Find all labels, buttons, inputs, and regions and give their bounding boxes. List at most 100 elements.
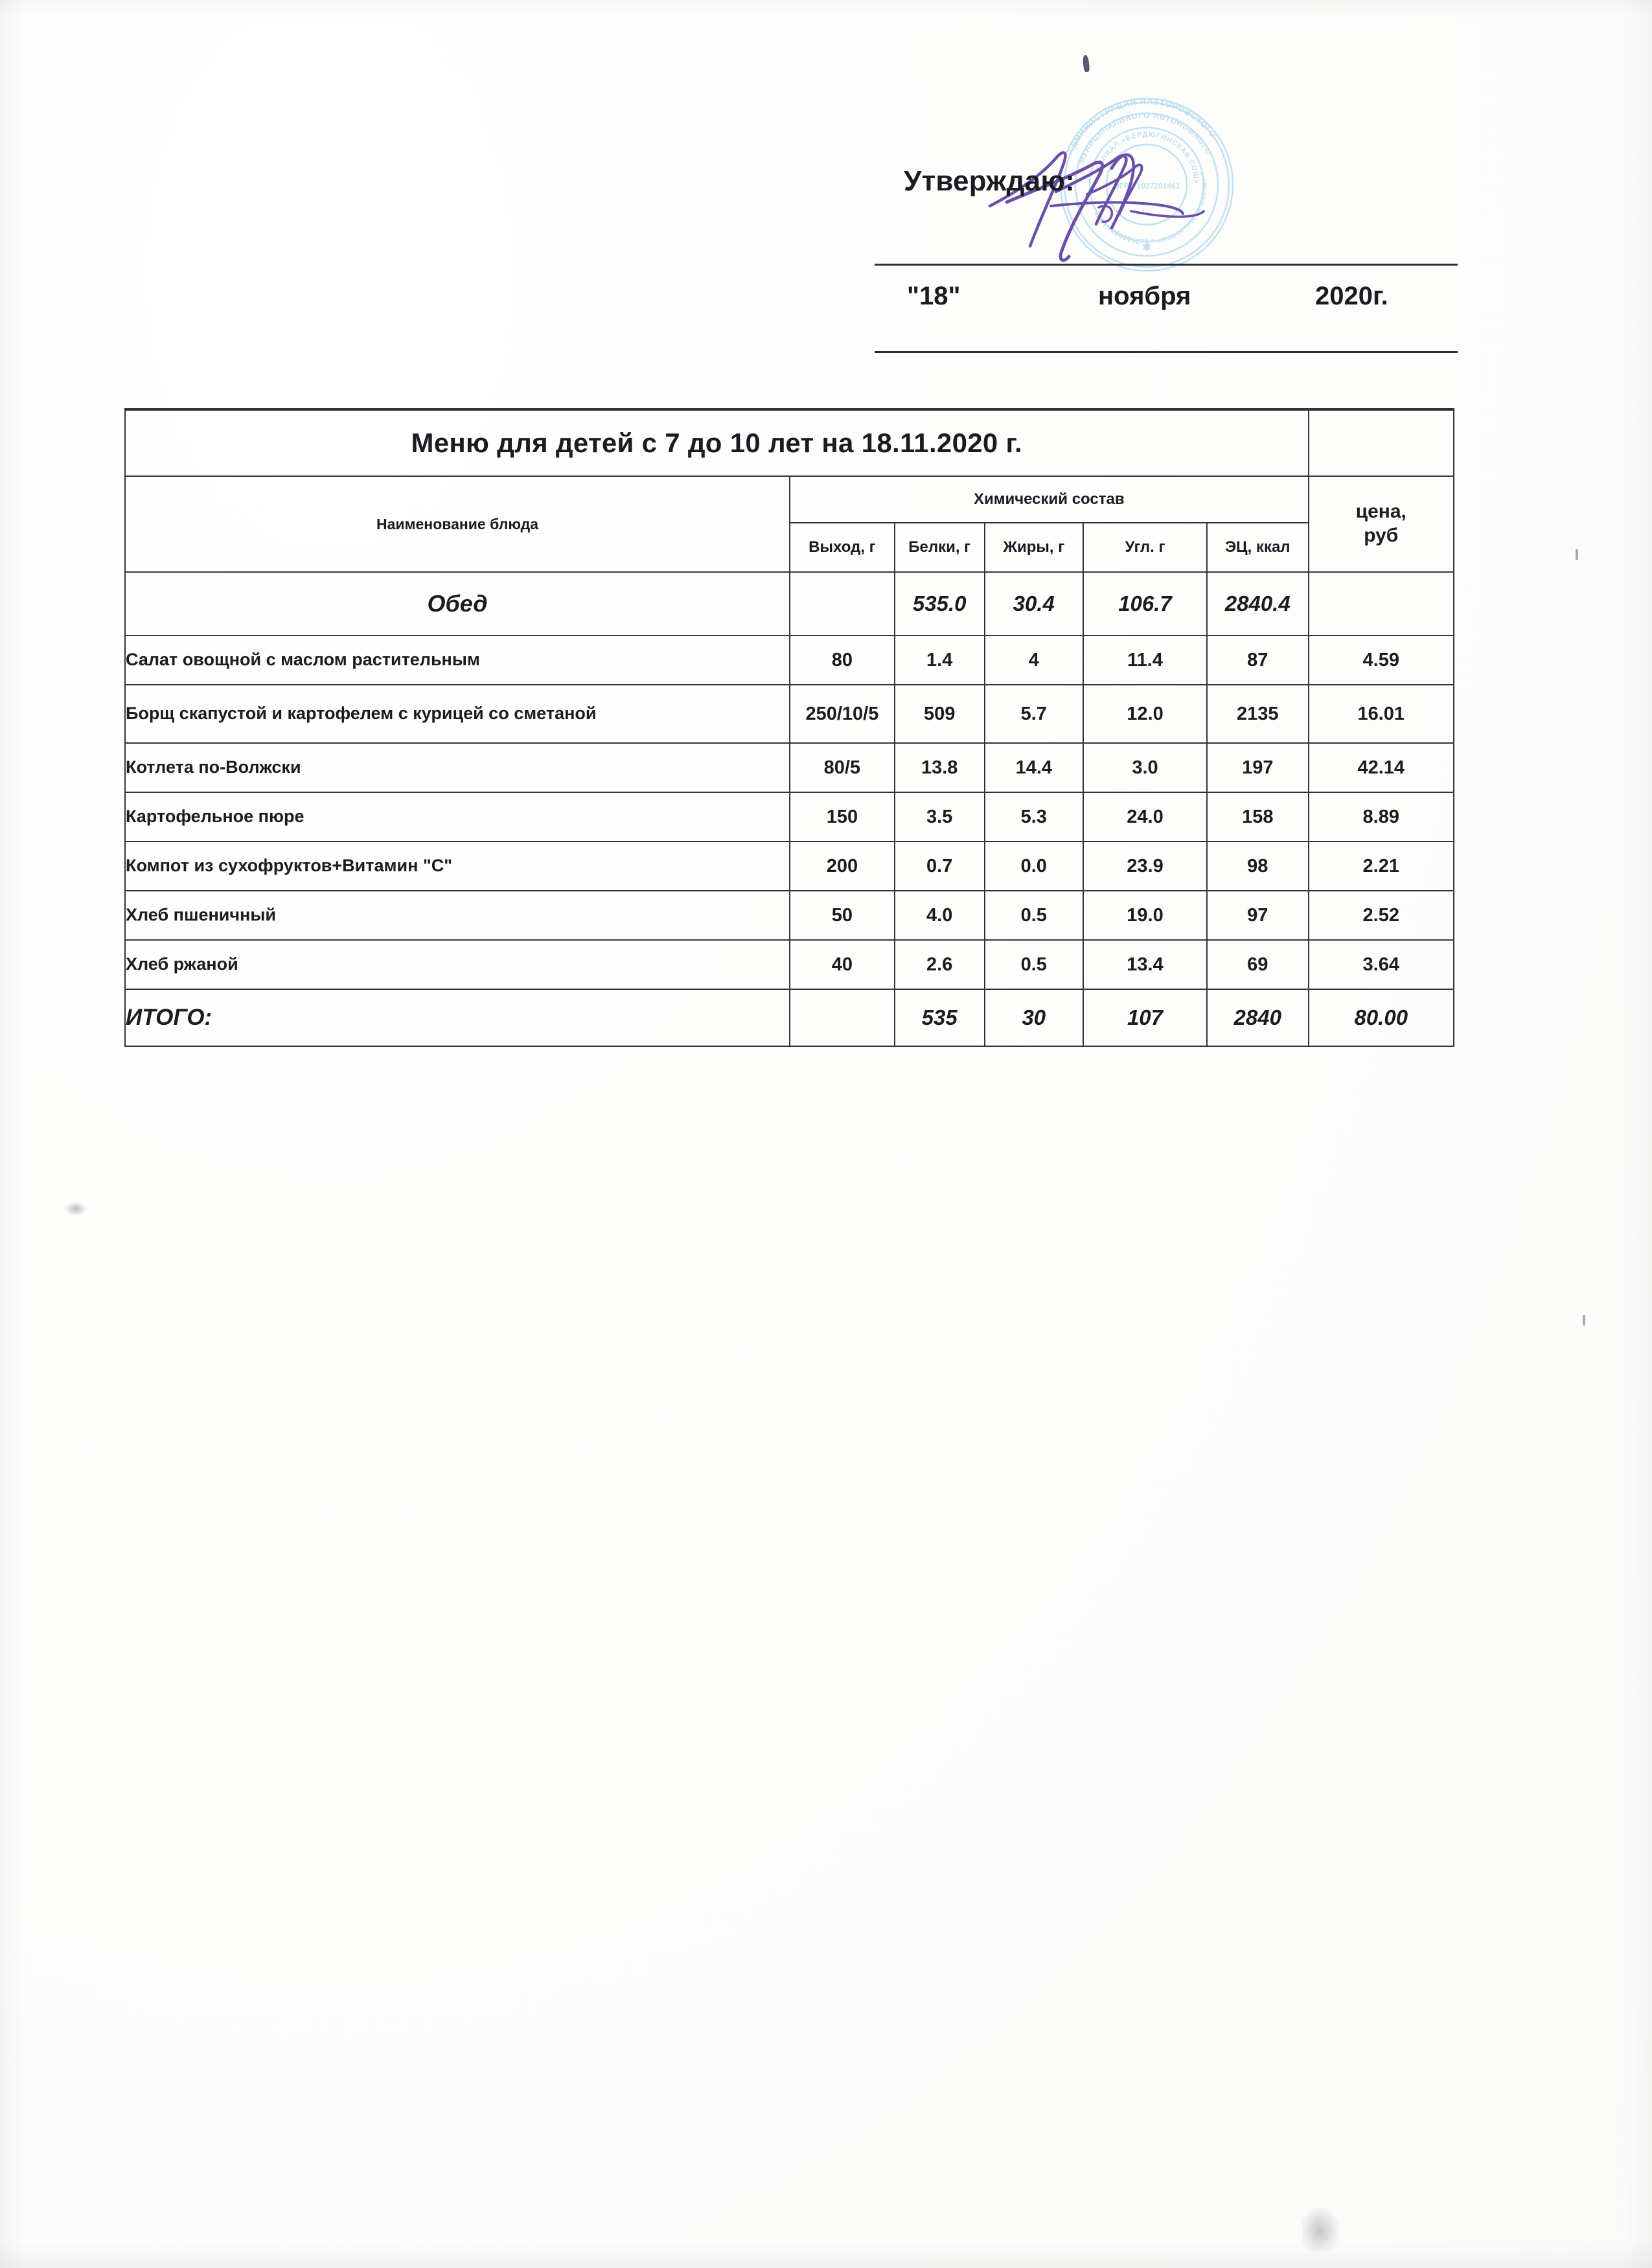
header-ec: ЭЦ, ккал (1206, 522, 1309, 573)
row-ugl: 13.4 (1082, 939, 1208, 990)
scan-speck-right-lower (1583, 1315, 1585, 1325)
row-price: 3.64 (1307, 939, 1455, 990)
table-row: Хлеб ржаной 40 2.6 0.5 13.4 69 3.64 (124, 939, 1455, 990)
row-price: 16.01 (1307, 684, 1455, 744)
section-label: Обед (124, 571, 791, 636)
row-zhiry: 14.4 (983, 742, 1084, 793)
total-price: 80.00 (1307, 989, 1455, 1047)
row-vyhod: 80/5 (789, 742, 895, 793)
row-belki: 3.5 (893, 792, 985, 842)
row-zhiry: 5.3 (983, 792, 1084, 842)
row-ugl: 11.4 (1082, 635, 1208, 685)
header-vyhod: Выход, г (789, 522, 895, 573)
row-belki: 13.8 (893, 742, 985, 793)
row-zhiry: 0.5 (983, 939, 1084, 990)
table-total-row: ИТОГО: 535 30 107 2840 80.00 (124, 989, 1455, 1047)
approval-month: ноября (1098, 282, 1191, 310)
row-vyhod: 200 (789, 841, 895, 891)
row-zhiry: 5.7 (983, 684, 1084, 744)
section-price (1307, 571, 1455, 636)
row-price: 42.14 (1307, 742, 1455, 793)
table-row: Картофельное пюре 150 3.5 5.3 24.0 158 8… (124, 792, 1455, 842)
row-ugl: 12.0 (1082, 684, 1208, 744)
row-belki: 1.4 (893, 635, 985, 685)
approval-year: 2020г. (1315, 282, 1388, 310)
approval-label: Утверждаю: (904, 165, 1075, 197)
row-dish-name: Хлеб ржаной (124, 939, 791, 990)
section-zhiry: 30.4 (983, 571, 1084, 636)
section-ec: 2840.4 (1206, 571, 1309, 636)
table-header-group-row: Наименование блюда Химический состав цен… (124, 475, 1455, 573)
header-ugl: Угл. г (1082, 522, 1208, 573)
row-ec: 197 (1206, 742, 1309, 793)
row-price: 4.59 (1307, 635, 1455, 685)
header-chemical-composition: Химический состав (789, 475, 1309, 523)
section-ugl: 106.7 (1082, 571, 1208, 636)
total-belki: 535 (893, 989, 985, 1047)
row-vyhod: 40 (789, 939, 895, 990)
total-zhiry: 30 (983, 989, 1084, 1047)
signature-underline (875, 264, 1458, 266)
table-row: Компот из сухофруктов+Витамин "С" 200 0.… (124, 841, 1455, 891)
row-dish-name: Котлета по-Волжски (124, 742, 791, 793)
total-ec: 2840 (1206, 989, 1309, 1047)
total-ugl: 107 (1082, 989, 1208, 1047)
total-vyhod (789, 989, 895, 1047)
row-ec: 69 (1206, 939, 1309, 990)
row-dish-name: Салат овощной с маслом растительным (124, 635, 791, 685)
menu-table: Меню для детей с 7 до 10 лет на 18.11.20… (124, 408, 1455, 1047)
row-belki: 2.6 (893, 939, 985, 990)
scan-speck-right-upper (1576, 549, 1578, 560)
title-row-spacer (1307, 408, 1455, 477)
approval-block: Утверждаю: "18" ноября 2020г. (875, 149, 1458, 369)
row-price: 8.89 (1307, 792, 1455, 842)
page-title: Меню для детей с 7 до 10 лет на 18.11.20… (124, 408, 1309, 477)
header-price: цена, руб (1307, 475, 1455, 573)
header-zhiry: Жиры, г (983, 522, 1084, 573)
scan-smudge-bottom-right (1302, 2206, 1341, 2251)
row-dish-name: Борщ скапустой и картофелем с курицей со… (124, 684, 791, 744)
header-price-line2: руб (1364, 525, 1399, 546)
row-vyhod: 150 (789, 792, 895, 842)
row-ugl: 3.0 (1082, 742, 1208, 793)
row-ugl: 19.0 (1082, 890, 1208, 941)
row-zhiry: 4 (983, 635, 1084, 685)
row-vyhod: 80 (789, 635, 895, 685)
table-row: Хлеб пшеничный 50 4.0 0.5 19.0 97 2.52 (124, 890, 1455, 941)
date-underline (875, 351, 1458, 353)
row-zhiry: 0.0 (983, 841, 1084, 891)
total-label: ИТОГО: (124, 989, 791, 1047)
section-belki: 535.0 (893, 571, 985, 636)
table-title-row: Меню для детей с 7 до 10 лет на 18.11.20… (124, 408, 1455, 477)
row-ec: 158 (1206, 792, 1309, 842)
approval-day: "18" (907, 282, 961, 310)
row-ec: 2135 (1206, 684, 1309, 744)
row-vyhod: 250/10/5 (789, 684, 895, 744)
row-ec: 87 (1206, 635, 1309, 685)
table-row: Котлета по-Волжски 80/5 13.8 14.4 3.0 19… (124, 742, 1455, 793)
row-belki: 509 (893, 684, 985, 744)
header-belki: Белки, г (893, 522, 985, 573)
row-vyhod: 50 (789, 890, 895, 941)
row-price: 2.21 (1307, 841, 1455, 891)
table-row: Салат овощной с маслом растительным 80 1… (124, 635, 1455, 685)
header-price-line1: цена, (1355, 501, 1406, 523)
section-vyhod (789, 571, 895, 636)
row-price: 2.52 (1307, 890, 1455, 941)
row-dish-name: Хлеб пшеничный (124, 890, 791, 941)
row-ugl: 24.0 (1082, 792, 1208, 842)
row-ugl: 23.9 (1082, 841, 1208, 891)
row-dish-name: Компот из сухофруктов+Витамин "С" (124, 841, 791, 891)
row-belki: 4.0 (893, 890, 985, 941)
row-ec: 98 (1206, 841, 1309, 891)
section-row-obed: Обед 535.0 30.4 106.7 2840.4 (124, 571, 1455, 636)
approval-date-line: "18" ноября 2020г. (875, 282, 1458, 321)
row-zhiry: 0.5 (983, 890, 1084, 941)
table-row: Борщ скапустой и картофелем с курицей со… (124, 684, 1455, 744)
scan-smudge-left (65, 1202, 87, 1216)
row-dish-name: Картофельное пюре (124, 792, 791, 842)
row-belki: 0.7 (893, 841, 985, 891)
header-dish-name: Наименование блюда (124, 475, 791, 573)
table-header-sub-row: Выход, г Белки, г Жиры, г Угл. г ЭЦ, кка… (125, 522, 1454, 573)
